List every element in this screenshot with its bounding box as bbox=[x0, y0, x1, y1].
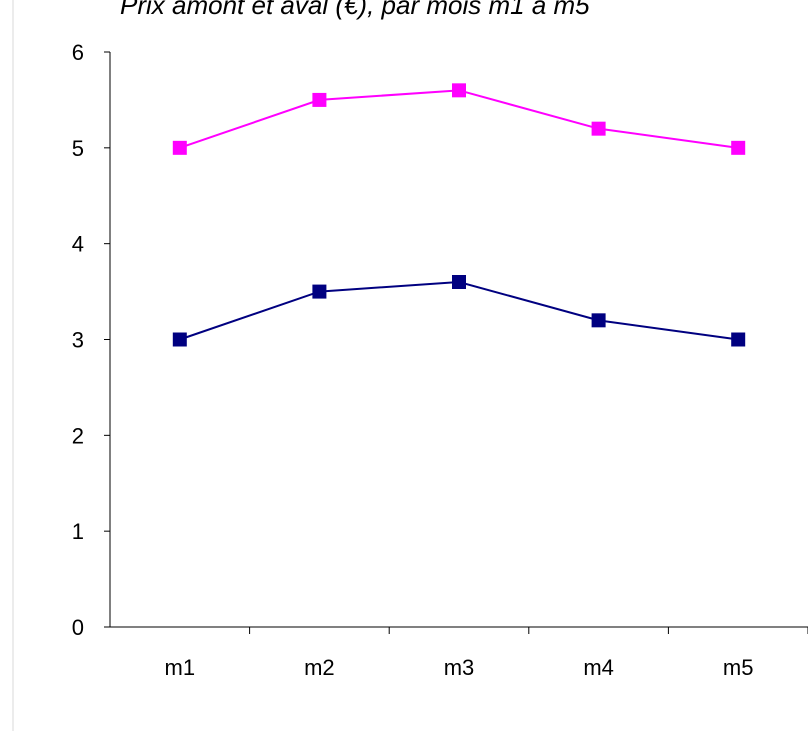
data-point bbox=[312, 92, 327, 107]
data-point bbox=[172, 140, 187, 155]
y-tick-label: 3 bbox=[72, 328, 84, 353]
y-tick-label: 1 bbox=[72, 519, 84, 544]
x-axis-ticks: m1 m2 m3 m4 m5 bbox=[165, 627, 808, 680]
data-point bbox=[731, 332, 746, 347]
data-point bbox=[172, 332, 187, 347]
y-tick-label: 6 bbox=[72, 40, 84, 65]
data-point bbox=[312, 284, 327, 299]
x-tick-label: m2 bbox=[304, 655, 335, 680]
series-line bbox=[179, 280, 739, 341]
series-line bbox=[179, 89, 739, 149]
data-point bbox=[731, 140, 746, 155]
x-tick-label: m1 bbox=[165, 655, 196, 680]
x-tick-label: m5 bbox=[723, 655, 754, 680]
y-tick-label: 4 bbox=[72, 232, 84, 257]
x-tick-label: m4 bbox=[583, 655, 614, 680]
series-2 bbox=[172, 275, 746, 347]
y-tick-label: 5 bbox=[72, 136, 84, 161]
series-layer bbox=[172, 83, 746, 347]
data-point bbox=[591, 121, 606, 136]
y-tick-label: 0 bbox=[72, 615, 84, 640]
data-point bbox=[452, 83, 466, 98]
chart-title: Prix amont et aval (€), par mois m1 à m5 bbox=[120, 0, 590, 20]
y-tick-label: 2 bbox=[72, 423, 84, 448]
y-axis-ticks: 0 1 2 3 4 5 6 bbox=[72, 40, 110, 640]
axes bbox=[109, 52, 808, 628]
series-1 bbox=[172, 83, 746, 155]
data-point bbox=[591, 313, 606, 328]
data-point bbox=[452, 275, 466, 289]
x-tick-label: m3 bbox=[444, 655, 475, 680]
